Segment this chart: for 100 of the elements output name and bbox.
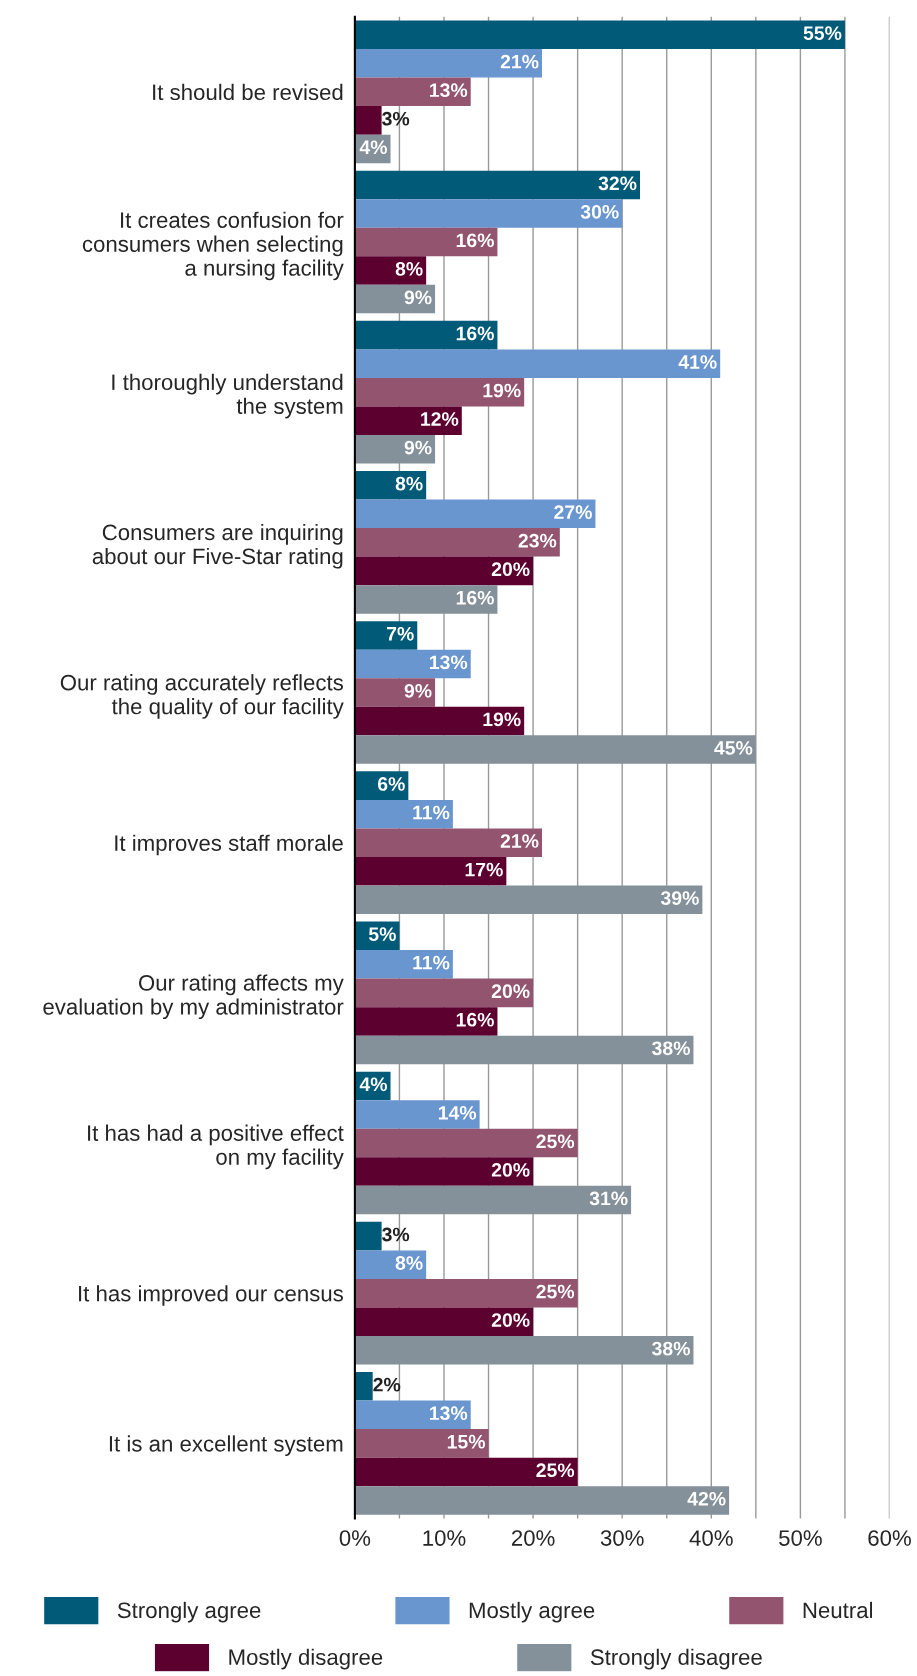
legend-label: Strongly disagree	[590, 1648, 762, 1670]
y-tick-label: Our rating affects my evaluation by my administrator	[43, 974, 344, 1020]
bar	[354, 377, 525, 407]
bar	[354, 256, 427, 285]
bar	[354, 320, 498, 350]
data-label: 30%	[580, 204, 619, 219]
bar	[354, 556, 534, 586]
x-tick-label: 50%	[779, 1530, 822, 1546]
data-label: 41%	[678, 355, 717, 369]
y-tick-label: Consumers are inquiring about our Five-Star rating	[92, 523, 343, 569]
data-label: 13%	[430, 655, 468, 670]
bar	[354, 678, 436, 707]
data-label: 20%	[491, 562, 530, 577]
bar	[354, 649, 471, 679]
bar	[354, 1278, 578, 1308]
data-label: 32%	[598, 176, 637, 191]
bar	[354, 1336, 694, 1365]
y-tick-label: I thoroughly understand the system	[112, 373, 343, 419]
bar	[354, 471, 427, 500]
data-label: 16%	[456, 233, 494, 248]
bar	[354, 856, 507, 886]
bar	[354, 885, 703, 915]
bar	[354, 1429, 489, 1458]
data-label: 11%	[413, 955, 450, 970]
data-label: 16%	[456, 326, 494, 341]
legend-label: Mostly agree	[469, 1601, 595, 1623]
data-label: 27%	[554, 505, 592, 519]
bar	[354, 227, 498, 257]
y-tick-label: Our rating accurately reflects the quality of our facility	[60, 674, 344, 719]
bar	[354, 77, 471, 107]
bar	[354, 585, 498, 614]
data-label: 19%	[483, 383, 521, 398]
data-label: 21%	[500, 834, 539, 848]
data-label: 4%	[359, 1077, 388, 1092]
data-label: 25%	[536, 1463, 575, 1478]
bar	[354, 1250, 427, 1279]
data-label: 6%	[377, 777, 405, 791]
bar	[354, 106, 382, 135]
x-tick-label: 60%	[868, 1530, 911, 1546]
data-label: 21%	[500, 54, 539, 69]
bar	[354, 49, 542, 78]
data-label: 13%	[430, 1406, 468, 1421]
data-label: 20%	[491, 1313, 530, 1327]
legend-label: Neutral	[803, 1601, 873, 1619]
data-label: 42%	[687, 1491, 726, 1506]
bar	[354, 828, 542, 857]
x-tick-label: 40%	[689, 1530, 733, 1546]
data-label: 15%	[447, 1434, 486, 1449]
data-label: 16%	[456, 590, 494, 605]
data-label: 45%	[714, 741, 753, 755]
bar	[354, 621, 418, 650]
bar	[354, 1307, 534, 1336]
bar	[354, 1128, 578, 1158]
bar	[354, 950, 453, 979]
bar	[354, 170, 640, 200]
bar	[354, 1007, 498, 1036]
data-label: 39%	[660, 891, 699, 905]
bar	[354, 799, 453, 829]
data-label: 31%	[589, 1191, 628, 1206]
data-label: 9%	[404, 290, 432, 305]
x-tick-label: 10%	[423, 1530, 466, 1546]
bar	[354, 1035, 694, 1065]
x-tick-label: 20%	[511, 1530, 555, 1546]
data-label: 20%	[491, 1163, 530, 1177]
bar	[354, 1486, 730, 1515]
data-label: 19%	[483, 712, 521, 727]
bar	[354, 1457, 578, 1487]
bar	[354, 199, 623, 228]
bar	[354, 1157, 534, 1186]
data-label: 8%	[395, 262, 423, 276]
bar	[354, 1372, 373, 1401]
data-label: 11%	[413, 805, 450, 820]
y-tick-label: It is an excellent system	[109, 1435, 343, 1457]
data-label: 25%	[536, 1134, 575, 1149]
data-label: 3%	[382, 111, 410, 126]
bar	[354, 406, 462, 435]
y-tick-label: It creates confusion for consumers when selecting a nursing facility	[82, 211, 344, 281]
data-label: 2%	[373, 1377, 401, 1392]
data-label: 20%	[491, 984, 530, 999]
data-label: 38%	[652, 1341, 690, 1356]
y-tick-label: It should be revised	[153, 83, 343, 101]
bar	[354, 528, 560, 557]
bar	[354, 978, 534, 1008]
data-label: 9%	[404, 683, 432, 698]
bar	[354, 735, 756, 764]
bar	[354, 20, 845, 50]
bar	[354, 1100, 480, 1129]
data-label: 8%	[395, 1256, 423, 1270]
legend-label: Mostly disagree	[229, 1648, 383, 1670]
legend-label: Strongly agree	[117, 1601, 261, 1623]
data-label: 7%	[386, 626, 414, 641]
data-label: 55%	[803, 26, 842, 40]
x-tick-label: 0%	[339, 1530, 371, 1546]
data-label: 9%	[404, 440, 432, 455]
data-label: 13%	[430, 83, 468, 98]
bar	[354, 499, 596, 529]
bar	[354, 434, 436, 464]
data-label: 17%	[465, 862, 503, 877]
data-label: 16%	[456, 1012, 494, 1027]
data-label: 12%	[421, 412, 459, 426]
